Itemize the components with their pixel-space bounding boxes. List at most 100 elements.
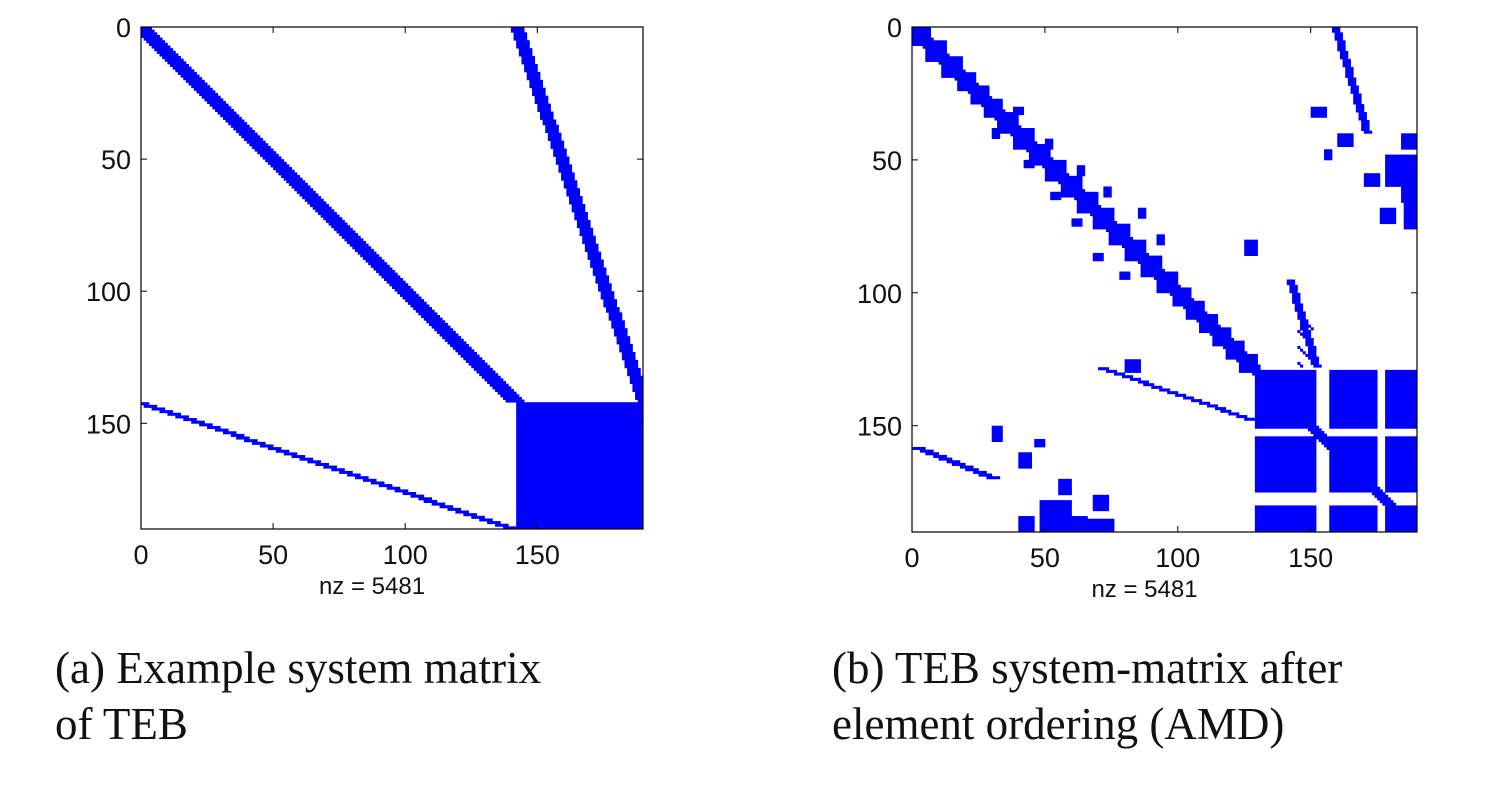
nonzero-run [516, 521, 644, 525]
nonzero-run [1302, 351, 1306, 355]
nonzero-run [341, 235, 361, 239]
nonzero-run [201, 95, 221, 99]
nonzero-run [415, 309, 435, 313]
nonzero-run [553, 153, 567, 157]
caption-a: (a) Example system matrix of TEB [55, 643, 542, 749]
nonzero-run [1254, 446, 1317, 451]
nonzero-run [1050, 197, 1062, 201]
nonzero-run [1254, 516, 1317, 520]
nonzero-run [1323, 149, 1333, 153]
nonzero-run [1329, 399, 1378, 403]
nonzero-run [1329, 423, 1378, 427]
nonzero-run [312, 206, 332, 210]
nonzero-run [1092, 258, 1104, 262]
nonzero-run [1313, 364, 1322, 368]
nonzero-run [1159, 388, 1171, 392]
nonzero-run [1018, 457, 1033, 461]
nonzero-run [500, 394, 520, 398]
nonzero-run [919, 449, 934, 453]
nonzero-run [516, 489, 644, 493]
nonzero-run [1355, 104, 1365, 108]
nonzero-run [1103, 186, 1112, 190]
nonzero-run [1329, 393, 1378, 397]
y-tick-label: 0 [116, 13, 131, 43]
nonzero-run [1305, 353, 1317, 357]
nonzero-run [1044, 178, 1083, 182]
nonzero-run [1297, 361, 1301, 365]
nonzero-run [1385, 167, 1418, 171]
nonzero-run [236, 130, 256, 134]
nonzero-run [251, 441, 266, 445]
nonzero-run [537, 108, 551, 112]
nonzero-run [516, 407, 644, 411]
nonzero-run [1323, 157, 1333, 161]
x-axis-label: nz = 5481 [1091, 576, 1197, 603]
nonzero-run [1129, 377, 1141, 381]
nonzero-run [516, 447, 644, 451]
nonzero-run [355, 476, 369, 480]
nonzero-run [156, 50, 176, 54]
nonzero-run [141, 32, 158, 36]
nonzero-run [1092, 221, 1118, 225]
nonzero-run [1238, 367, 1261, 371]
nonzero-run [1385, 510, 1418, 514]
nonzero-run [624, 359, 639, 363]
nonzero-run [410, 304, 430, 308]
nonzero-run [1385, 393, 1418, 397]
nonzero-run [1254, 385, 1317, 389]
nonzero-run [598, 288, 612, 292]
nonzero-run [1108, 239, 1147, 243]
nonzero-run [1034, 438, 1046, 443]
nonzero-run [1385, 460, 1418, 464]
nonzero-run [442, 336, 462, 340]
nonzero-run [516, 497, 644, 501]
nonzero-run [1342, 58, 1351, 62]
nonzero-run [1028, 154, 1051, 158]
nonzero-run [1254, 377, 1317, 381]
nonzero-run [524, 66, 538, 70]
nonzero-run [978, 473, 993, 477]
nonzero-run [502, 396, 522, 400]
nonzero-run [1254, 526, 1317, 530]
nonzero-run [1058, 478, 1072, 482]
nonzero-run [1103, 194, 1112, 198]
nonzero-run [1329, 513, 1378, 517]
nonzero-run [1385, 369, 1418, 373]
nonzero-run [1058, 489, 1072, 493]
nonzero-run [1140, 271, 1179, 275]
nonzero-run [164, 58, 184, 62]
nonzero-run [542, 119, 557, 123]
nonzero-run [516, 518, 644, 522]
nonzero-run [1385, 404, 1418, 408]
nonzero-run [1347, 77, 1357, 81]
nonzero-run [434, 328, 454, 332]
nonzero-run [323, 217, 343, 221]
nonzero-run [1254, 524, 1317, 528]
nonzero-run [529, 79, 543, 83]
nonzero-run [1310, 359, 1320, 363]
nonzero-run [624, 365, 639, 369]
nonzero-run [1244, 239, 1258, 243]
nonzero-run [1172, 303, 1205, 307]
nonzero-run [1385, 407, 1418, 411]
nonzero-run [516, 468, 644, 472]
nonzero-run [1254, 489, 1317, 493]
nonzero-run [983, 109, 1006, 113]
nonzero-run [1039, 529, 1115, 533]
nonzero-run [1018, 462, 1033, 466]
nonzero-run [1329, 481, 1378, 485]
nonzero-run [1329, 486, 1381, 490]
nonzero-run [516, 499, 644, 503]
nonzero-run [360, 254, 380, 258]
nonzero-run [1199, 324, 1221, 328]
nonzero-run [1358, 117, 1367, 121]
nonzero-run [436, 330, 456, 334]
nonzero-run [1347, 82, 1357, 86]
nonzero-run [1044, 173, 1070, 177]
nonzero-run [627, 370, 641, 374]
nonzero-run [991, 128, 1035, 132]
nonzero-run [1124, 364, 1141, 368]
nonzero-run [325, 219, 345, 223]
nonzero-run [489, 383, 509, 387]
nonzero-run [516, 502, 644, 506]
